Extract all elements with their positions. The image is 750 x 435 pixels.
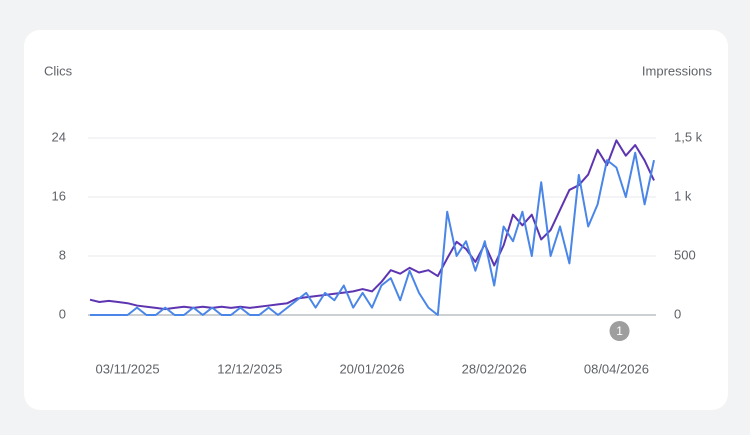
y2-tick-label: 500 <box>674 247 696 262</box>
x-tick-label: 12/12/2025 <box>217 361 282 376</box>
y-tick-label: 16 <box>52 188 66 203</box>
y2-tick-label: 1,5 k <box>674 129 703 144</box>
card <box>24 30 728 410</box>
x-tick-label: 03/11/2025 <box>96 361 160 376</box>
y-tick-label: 8 <box>59 247 66 262</box>
y-tick-label: 0 <box>59 306 66 321</box>
x-tick-label: 28/02/2026 <box>462 361 527 376</box>
series-line <box>89 139 655 311</box>
annotation-label: 1 <box>616 324 623 338</box>
y2-tick-label: 1 k <box>674 188 692 203</box>
x-tick-label: 20/01/2026 <box>339 361 404 376</box>
x-tick-label: 08/04/2026 <box>584 361 649 376</box>
series-line <box>90 151 655 316</box>
y-tick-label: 24 <box>52 129 66 144</box>
left-axis-title: Clics <box>44 63 73 78</box>
right-axis-title: Impressions <box>642 63 713 78</box>
y2-tick-label: 0 <box>674 306 681 321</box>
annotation-marker[interactable] <box>609 321 630 341</box>
